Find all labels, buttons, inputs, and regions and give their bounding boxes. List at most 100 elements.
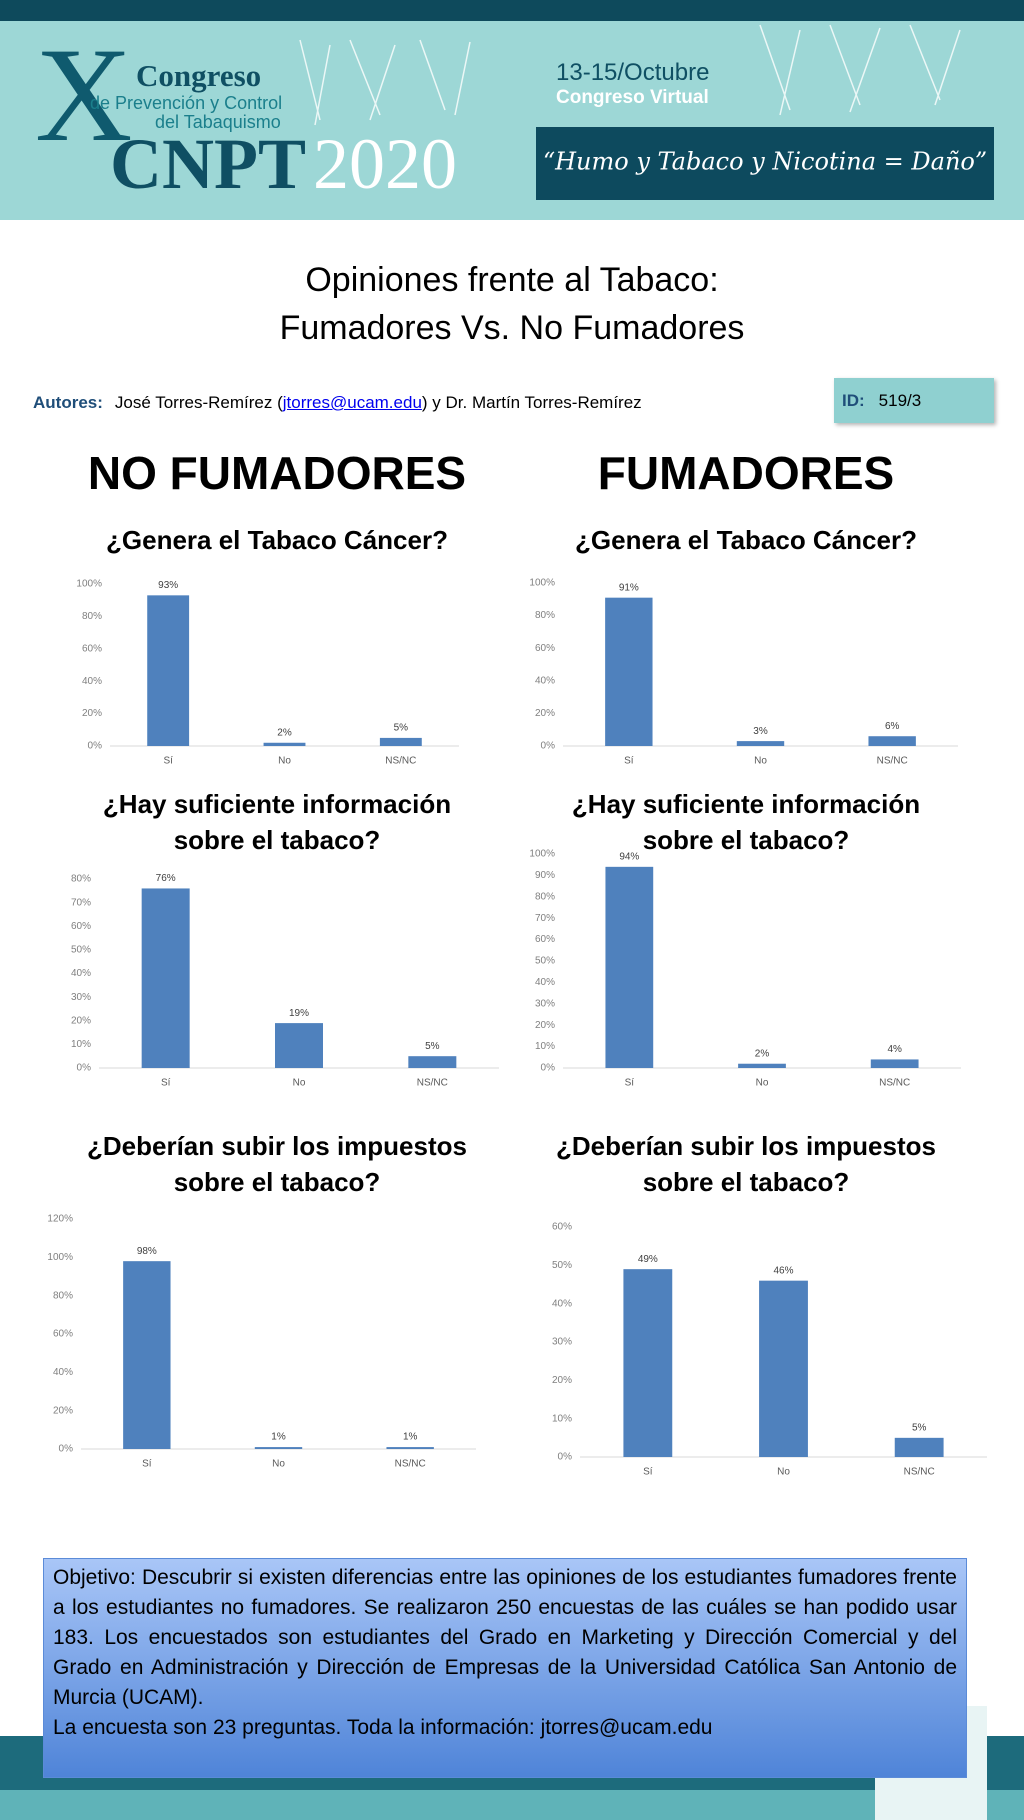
data-label: 76% xyxy=(156,873,176,884)
y-tick-label: 50% xyxy=(535,956,555,967)
data-label: 49% xyxy=(638,1254,658,1265)
chart-title: ¿Genera el Tabaco Cáncer? xyxy=(575,525,917,555)
slogan-box xyxy=(536,127,994,200)
data-label: 6% xyxy=(885,721,900,732)
y-tick-label: 30% xyxy=(535,998,555,1009)
bar xyxy=(263,742,306,746)
data-label: 98% xyxy=(137,1246,157,1257)
bottom-stripe xyxy=(0,1790,1024,1820)
title: Opiniones frente al Tabaco: xyxy=(305,261,718,299)
y-tick-label: 40% xyxy=(82,676,102,687)
bar xyxy=(870,1059,919,1068)
bar xyxy=(123,1261,171,1449)
y-tick-label: 120% xyxy=(47,1214,73,1225)
x-tick-label: No xyxy=(278,756,291,767)
data-label: 3% xyxy=(753,726,768,737)
x-tick-label: No xyxy=(754,756,767,767)
y-tick-label: 60% xyxy=(535,643,555,654)
email-link[interactable]: jtorres@ucam.edu xyxy=(282,393,422,412)
y-tick-label: 70% xyxy=(535,913,555,924)
data-label: 93% xyxy=(158,580,178,591)
decoration xyxy=(299,24,961,126)
chart-title: ¿Deberían subir los impuestos xyxy=(556,1131,936,1161)
chart-title: ¿Hay suficiente información xyxy=(103,789,451,819)
y-tick-label: 30% xyxy=(71,992,91,1003)
chart-title: ¿Genera el Tabaco Cáncer? xyxy=(106,525,448,555)
authors-label: Autores: xyxy=(33,393,103,412)
x-tick-label: NS/NC xyxy=(904,1467,935,1478)
y-tick-label: 80% xyxy=(53,1290,73,1301)
y-tick-label: 40% xyxy=(535,675,555,686)
y-tick-label: 20% xyxy=(535,708,555,719)
objective-text: Objetivo: Descubrir si existen diferenci… xyxy=(53,1566,957,1709)
data-label: 94% xyxy=(619,851,639,862)
bar xyxy=(147,595,190,746)
y-tick-label: 80% xyxy=(71,874,91,885)
y-tick-label: 50% xyxy=(71,945,91,956)
y-tick-label: 0% xyxy=(558,1452,573,1463)
x-tick-label: Sí xyxy=(643,1467,653,1478)
bar xyxy=(894,1437,944,1457)
y-tick-label: 0% xyxy=(59,1444,74,1455)
section-heading: NO FUMADORES xyxy=(88,447,466,499)
y-tick-label: 20% xyxy=(552,1375,572,1386)
data-label: 19% xyxy=(289,1008,309,1019)
top-bar xyxy=(0,0,1024,21)
y-tick-label: 60% xyxy=(71,921,91,932)
x-tick-label: Sí xyxy=(163,756,173,767)
objective-box: Objetivo: Descubrir si existen diferenci… xyxy=(43,1558,967,1778)
y-tick-label: 80% xyxy=(82,611,102,622)
y-tick-label: 60% xyxy=(552,1222,572,1233)
bar xyxy=(623,1269,673,1457)
bar xyxy=(141,888,190,1068)
x-tick-label: NS/NC xyxy=(879,1078,910,1089)
bar xyxy=(605,866,654,1068)
y-tick-label: 40% xyxy=(552,1298,572,1309)
y-tick-label: 50% xyxy=(552,1260,572,1271)
logo-line: del Tabaquismo xyxy=(155,112,281,132)
data-label: 46% xyxy=(773,1265,793,1276)
x-tick-label: NS/NC xyxy=(385,756,416,767)
y-tick-label: 60% xyxy=(535,934,555,945)
data-label: 2% xyxy=(277,727,292,738)
x-tick-label: Sí xyxy=(161,1078,171,1089)
y-tick-label: 40% xyxy=(71,968,91,979)
y-tick-label: 10% xyxy=(71,1039,91,1050)
y-tick-label: 100% xyxy=(76,579,102,590)
y-tick-label: 70% xyxy=(71,897,91,908)
bar xyxy=(738,1063,786,1068)
x-tick-label: Sí xyxy=(142,1459,152,1470)
id-value: 519/3 xyxy=(878,391,922,410)
x-tick-label: No xyxy=(777,1467,790,1478)
section-heading: FUMADORES xyxy=(598,447,894,499)
bar xyxy=(868,736,916,746)
bar xyxy=(605,597,653,746)
y-tick-label: 40% xyxy=(535,977,555,988)
id-label: ID: xyxy=(842,391,865,410)
bar xyxy=(759,1280,808,1457)
logo-year: 2020 xyxy=(313,124,457,204)
authors-text: ) y Dr. Martín Torres-Remírez xyxy=(421,393,642,412)
y-tick-label: 90% xyxy=(535,870,555,881)
data-label: 5% xyxy=(912,1422,927,1433)
bar xyxy=(254,1447,303,1449)
logo-acronym: CNPT xyxy=(110,124,306,204)
x-tick-label: No xyxy=(293,1078,306,1089)
bar xyxy=(386,1447,434,1449)
dates: 13-15/Octubre xyxy=(556,59,709,86)
x-tick-label: No xyxy=(756,1078,769,1089)
data-label: 2% xyxy=(755,1048,770,1059)
x-tick-label: Sí xyxy=(624,756,634,767)
y-tick-label: 80% xyxy=(535,610,555,621)
y-tick-label: 10% xyxy=(535,1041,555,1052)
id-box: ID: 519/3 xyxy=(834,378,994,423)
y-tick-label: 100% xyxy=(529,849,555,860)
y-tick-label: 100% xyxy=(47,1252,73,1263)
y-tick-label: 20% xyxy=(53,1405,73,1416)
y-tick-label: 60% xyxy=(53,1329,73,1340)
y-tick-label: 30% xyxy=(552,1337,572,1348)
data-label: 4% xyxy=(887,1044,902,1055)
x-tick-label: Sí xyxy=(625,1078,635,1089)
